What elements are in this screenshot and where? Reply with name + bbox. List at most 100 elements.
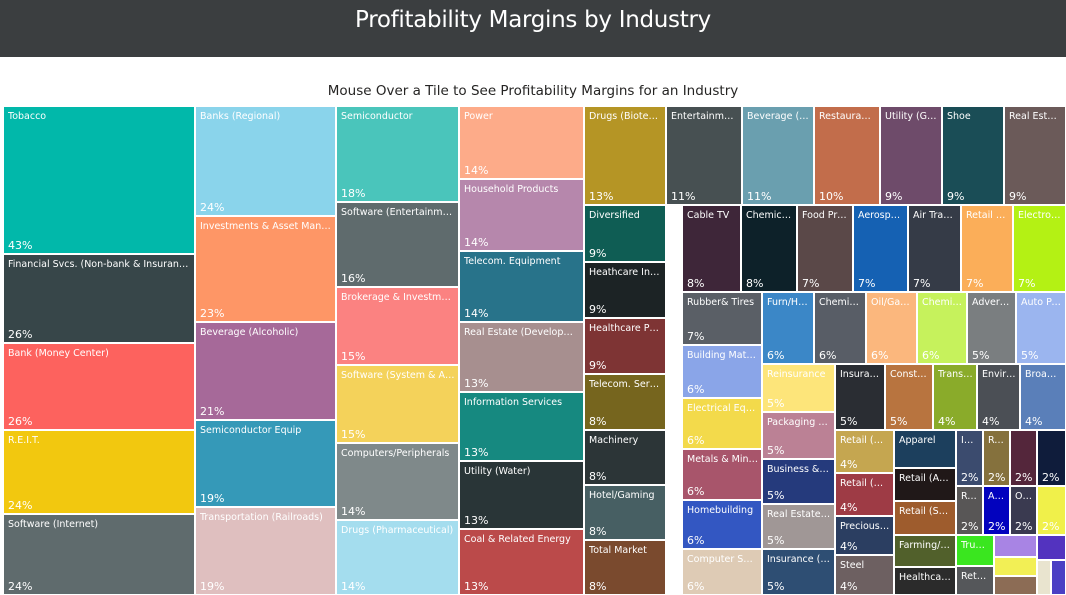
treemap-tile[interactable]: Food Processing 7% [797,205,853,292]
treemap-tile[interactable]: Apparel [894,430,956,468]
treemap-tile[interactable]: Restaurant/Dining 10% [814,106,880,205]
treemap-tile[interactable] [994,576,1037,595]
treemap-tile[interactable]: Electronics (General) 7% [1013,205,1066,292]
treemap-tile[interactable]: Oil/Gas Distribution 2% [1010,486,1037,535]
treemap-tile[interactable]: Advertising 5% [967,292,1016,364]
treemap-tile[interactable]: Homebuilding 6% [682,500,762,549]
treemap-tile[interactable]: Transportation (Railroads) 19% [195,507,336,595]
treemap-tile[interactable]: Brokerage & Investment Banking 15% [336,287,459,365]
tile-label: Heathcare Information and Technology [589,267,662,278]
treemap-tile[interactable]: Retail (Online) 4% [835,473,894,516]
treemap-tile[interactable]: Farming/Agriculture [894,535,956,567]
treemap-tile[interactable]: Beverage (Alcoholic) 21% [195,322,336,420]
treemap-tile[interactable]: Aerospace/Defense 7% [853,205,908,292]
treemap-tile[interactable]: Healthcare Support Services [894,567,956,595]
treemap-tile[interactable]: Precious Metals 4% [835,516,894,555]
treemap-tile[interactable]: 2% [1037,430,1066,486]
treemap-tile[interactable]: Information Services 13% [459,392,584,461]
treemap-tile[interactable]: Banks (Regional) 24% [195,106,336,216]
treemap-tile[interactable]: Telecom. Services 8% [584,374,666,430]
treemap-tile[interactable]: Trucking [956,535,994,566]
treemap-tile[interactable]: Insurance (Life) 2% [956,430,983,486]
treemap-tile[interactable]: Building Materials 6% [682,345,762,398]
treemap-tile[interactable] [994,557,1037,576]
treemap-tile[interactable]: Diversified 9% [584,205,666,262]
treemap-tile[interactable]: Packaging & Container 5% [762,412,835,459]
treemap-tile[interactable]: Real Estate (General/Diversified) 9% [1004,106,1066,205]
treemap-tile[interactable]: 2% [1037,486,1066,535]
treemap-tile[interactable]: Software (Internet) 24% [3,514,195,595]
treemap-tile[interactable]: Software (System & Application) 15% [336,365,459,443]
treemap-tile[interactable]: Tobacco 43% [3,106,195,254]
treemap-tile[interactable]: Rubber& Tires 7% [682,292,762,345]
treemap-tile[interactable]: Bank (Money Center) 26% [3,343,195,430]
treemap-tile[interactable]: Retail (Automotive) [894,468,956,501]
treemap-tile[interactable]: Air Transport 7% [908,205,961,292]
treemap-tile[interactable]: Real Estate (Operations & Services) 5% [762,504,835,549]
treemap-tile[interactable]: Entertainment 11% [666,106,742,205]
treemap-tile[interactable] [1037,560,1051,595]
treemap-tile[interactable]: Business & Consumer Services 5% [762,459,835,504]
treemap-tile[interactable]: Insurance (General) 5% [835,364,885,430]
treemap-tile[interactable]: Retail (General) 2% [956,486,983,535]
treemap-tile[interactable]: 2% [1010,430,1037,486]
treemap-tile[interactable]: Chemical (Diversified) 6% [814,292,866,364]
treemap-tile[interactable]: Broadcasting 4% [1020,364,1066,430]
treemap-tile[interactable]: Metals & Mining 6% [682,449,762,500]
treemap-tile[interactable]: Computers/Peripherals 14% [336,443,459,520]
treemap-tile[interactable]: Software (Entertainment) 16% [336,202,459,287]
treemap-tile[interactable]: Auto Parts 5% [1016,292,1066,364]
treemap-tile[interactable]: Semiconductor 18% [336,106,459,202]
tile-value: 7% [858,277,876,290]
treemap-tile[interactable]: Oil/Gas (Integrated) 6% [866,292,917,364]
treemap-tile[interactable]: Healthcare Products 9% [584,318,666,374]
treemap-tile[interactable] [994,535,1037,557]
treemap-tile[interactable]: Auto & Truck 2% [983,486,1010,535]
tile-label: Auto Parts [1021,297,1062,308]
treemap-tile[interactable]: Computer Services 6% [682,549,762,595]
treemap-tile[interactable]: Real Estate (Development) 13% [459,322,584,392]
treemap-tile[interactable]: Retail (Distributors) 4% [835,430,894,473]
treemap-tile[interactable]: Utility (Water) 13% [459,461,584,529]
treemap-tile[interactable]: Telecom. Equipment 14% [459,251,584,322]
treemap-tile[interactable] [1037,535,1066,560]
treemap-tile[interactable]: Coal & Related Energy 13% [459,529,584,595]
treemap-tile[interactable]: Retail (Grocery and Food) [956,566,994,595]
treemap-tile[interactable]: Transportation 4% [933,364,977,430]
tile-value: 6% [922,349,940,362]
treemap-tile[interactable]: Drugs (Biotechnology) 13% [584,106,666,205]
treemap-tile[interactable]: Electrical Equipment 6% [682,398,762,449]
tile-label: Chemical (Diversified) [819,297,862,308]
treemap-tile[interactable]: Chemical (Basic) 8% [741,205,797,292]
treemap-tile[interactable]: Insurance (Prop/Cas.) 5% [762,549,835,595]
treemap-tile[interactable]: Heathcare Information and Technology 9% [584,262,666,318]
treemap-tile[interactable]: R.E.I.T. 24% [3,430,195,514]
treemap-tile[interactable]: Drugs (Pharmaceutical) 14% [336,520,459,595]
tile-label: Total Market [589,545,647,556]
treemap-tile[interactable]: Utility (General) 9% [880,106,942,205]
treemap-tile[interactable] [1051,560,1066,595]
treemap-tile[interactable]: Financial Svcs. (Non-bank & Insurance) 26… [3,254,195,343]
treemap-tile[interactable]: Retail (Special Lines) [894,501,956,535]
treemap-tile[interactable]: Shoe 9% [942,106,1004,205]
treemap-tile[interactable]: Power 14% [459,106,584,179]
treemap-tile[interactable]: Furn/Home Furnishings 6% [762,292,814,364]
treemap-tile[interactable]: Steel 4% [835,555,894,595]
treemap-tile[interactable]: Hotel/Gaming 8% [584,485,666,540]
treemap-tile[interactable]: Total Market 8% [584,540,666,595]
treemap-tile[interactable]: Construction Supplies 5% [885,364,933,430]
tile-label: Computer Services [687,554,758,565]
treemap-tile[interactable]: Beverage (Soft) 11% [742,106,814,205]
treemap-tile[interactable]: Machinery 8% [584,430,666,485]
treemap-tile[interactable]: Cable TV 8% [682,205,741,292]
treemap-tile[interactable]: Retail (Building Supply) 7% [961,205,1013,292]
treemap-tile[interactable]: Recreation 2% [983,430,1010,486]
treemap-tile[interactable]: Semiconductor Equip 19% [195,420,336,507]
treemap-tile[interactable]: Environmental & Waste Services 4% [977,364,1020,430]
treemap-tile[interactable]: Investments & Asset Management 23% [195,216,336,322]
header-bar: Profitability Margins by Industry [0,0,1066,57]
tile-value: 5% [840,415,858,428]
treemap-tile[interactable]: Household Products 14% [459,179,584,251]
treemap-tile[interactable]: Reinsurance 5% [762,364,835,412]
treemap-tile[interactable]: Chemical (Specialty) 6% [917,292,967,364]
